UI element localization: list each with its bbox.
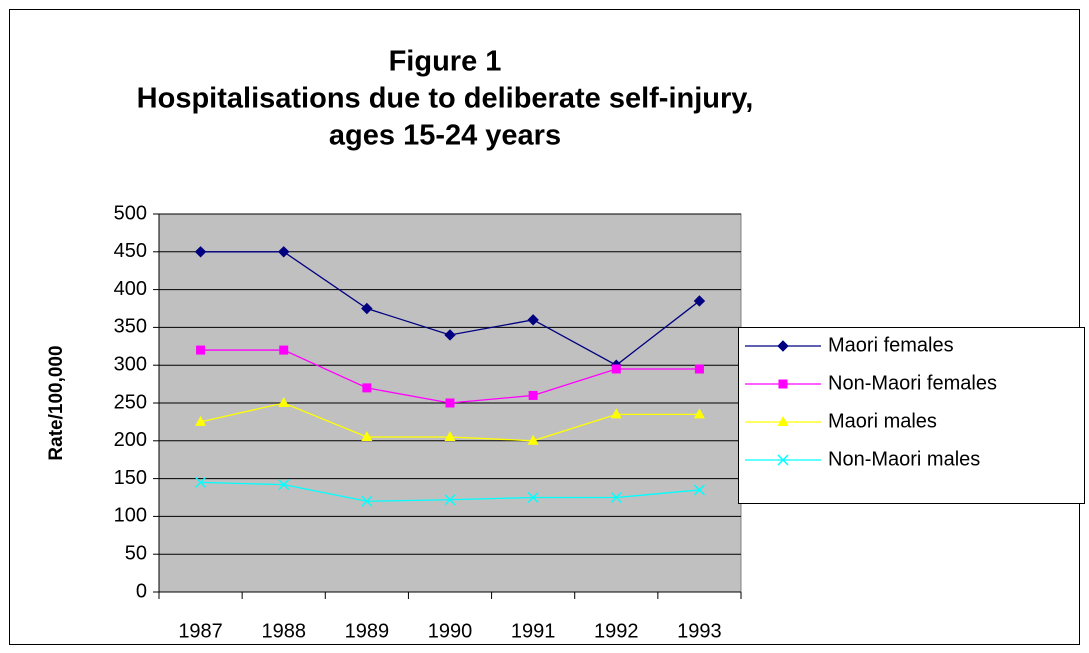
marker [196, 345, 206, 355]
y-tick-label: 0 [136, 580, 147, 602]
marker [361, 431, 373, 442]
marker [362, 383, 372, 393]
chart-title: Hospitalisations due to deliberate self-… [137, 83, 754, 115]
marker [278, 479, 290, 491]
marker [445, 398, 455, 408]
marker [778, 379, 788, 389]
legend-label: Non-Maori males [828, 448, 980, 470]
y-tick-label: 50 [125, 542, 147, 564]
marker [195, 415, 207, 426]
chart-title: ages 15-24 years [329, 120, 561, 152]
marker [528, 390, 538, 400]
x-tick-label: 1988 [261, 620, 306, 642]
x-tick-label: 1987 [178, 620, 223, 642]
marker [693, 295, 706, 307]
marker [693, 408, 705, 419]
marker [694, 364, 704, 374]
marker [195, 476, 207, 488]
marker [278, 397, 290, 407]
legend-label: Maori females [828, 334, 954, 356]
marker [777, 416, 789, 426]
y-tick-label: 250 [114, 391, 147, 413]
marker [527, 314, 539, 326]
y-tick-label: 300 [114, 353, 147, 375]
marker [527, 491, 539, 504]
marker [194, 246, 207, 258]
marker [693, 484, 705, 496]
marker [610, 408, 622, 419]
y-tick-label: 100 [114, 505, 147, 527]
x-tick-label: 1992 [594, 620, 639, 642]
marker [444, 329, 456, 341]
chart-title: Figure 1 [389, 46, 502, 78]
marker [610, 491, 622, 504]
legend-label: Maori males [828, 410, 937, 432]
marker [527, 434, 539, 445]
x-tick-label: 1990 [428, 620, 473, 642]
y-tick-label: 400 [114, 278, 147, 300]
legend-label: Non-Maori females [828, 372, 997, 394]
marker [611, 364, 621, 374]
marker [777, 340, 789, 352]
marker [444, 431, 456, 442]
x-tick-label: 1991 [511, 620, 556, 642]
marker [777, 454, 789, 466]
y-tick-label: 500 [114, 202, 147, 224]
y-axis-label: Rate/100,000 [46, 345, 67, 460]
x-tick-label: 1993 [677, 620, 722, 642]
marker [444, 494, 456, 506]
marker [279, 345, 289, 355]
x-tick-label: 1989 [345, 620, 390, 642]
y-tick-label: 450 [114, 240, 147, 262]
legend-box [738, 327, 1085, 504]
y-tick-label: 200 [114, 429, 147, 451]
marker [278, 246, 290, 258]
marker [361, 302, 373, 315]
y-tick-label: 350 [114, 316, 147, 338]
marker [361, 495, 373, 507]
y-tick-label: 150 [114, 467, 147, 489]
